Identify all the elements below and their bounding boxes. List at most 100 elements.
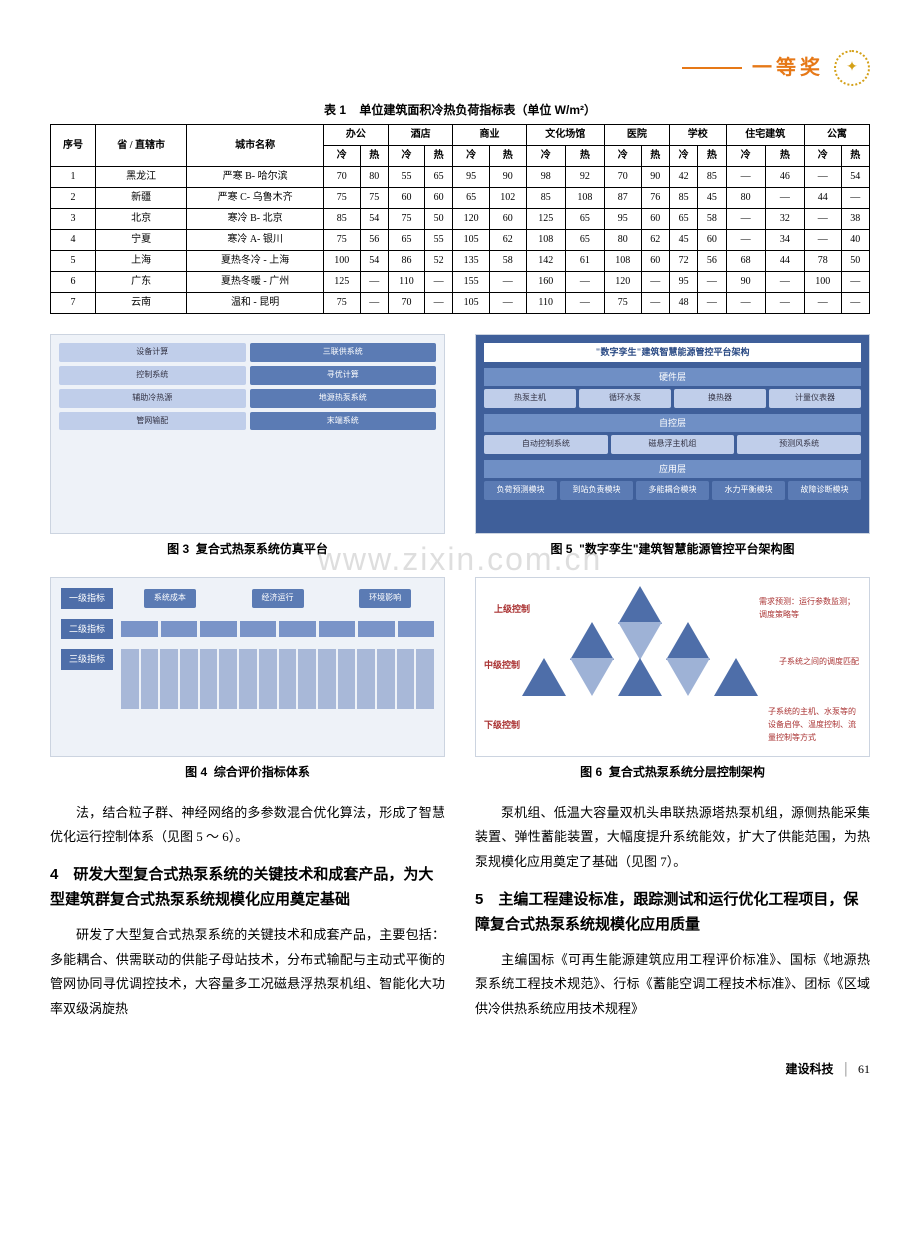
fig-label: 图 3	[167, 542, 189, 556]
f4-top: 经济运行	[252, 589, 304, 608]
f3-block: 寻优计算	[250, 366, 437, 385]
table-caption: 表 1 单位建筑面积冷热负荷指标表（单位 W/m²）	[50, 101, 870, 120]
table-row: 7云南温和 - 昆明75—70—105—110—75—48—————	[51, 293, 870, 314]
f5-item: 热泵主机	[484, 389, 576, 408]
th-residential: 住宅建筑	[726, 125, 804, 146]
left-column: 法，结合粒子群、神经网络的多参数混合优化算法，形成了智慧优化运行控制体系（见图 …	[50, 801, 445, 1030]
th-cold: 冷	[453, 146, 490, 167]
medal-icon: ✦	[834, 50, 870, 86]
footer-page-number: 61	[858, 1060, 870, 1079]
right-column: 泵机组、低温大容量双机头串联热源塔热泵机组，源侧热能采集装置、弹性蓄能装置，大幅…	[475, 801, 870, 1030]
f3-block: 末端系统	[250, 412, 437, 431]
footer-journal: 建设科技	[785, 1060, 833, 1079]
f3-block: 三联供系统	[250, 343, 437, 362]
fig-label: 图 6	[580, 765, 602, 779]
f5-item: 换热器	[674, 389, 766, 408]
figure-4-image: 一级指标 系统成本 经济运行 环境影响 二级指标 三级指标	[50, 577, 445, 757]
f5-layer: 应用层	[484, 460, 861, 478]
table-row: 1黑龙江严寒 B- 哈尔滨708055659590989270904285—46…	[51, 167, 870, 188]
f5-item: 故障诊断模块	[788, 481, 861, 500]
th-city: 城市名称	[187, 125, 324, 167]
f6-note: 子系统的主机、水泵等的设备启停、温度控制、流量控制等方式	[768, 706, 863, 744]
page-footer: 建设科技 │ 61	[50, 1060, 870, 1079]
figure-3-image: 设备计算 三联供系统 控制系统 寻优计算 辅助冷热源 地源热泵系统 管网输配 末…	[50, 334, 445, 534]
f5-item: 循环水泵	[579, 389, 671, 408]
figure-5: "数字孪生"建筑智慧能源管控平台架构 硬件层 热泵主机 循环水泵 换热器 计量仪…	[475, 334, 870, 559]
figure-3: 设备计算 三联供系统 控制系统 寻优计算 辅助冷热源 地源热泵系统 管网输配 末…	[50, 334, 445, 559]
th-culture: 文化场馆	[526, 125, 604, 146]
th-prov: 省 / 直辖市	[95, 125, 186, 167]
load-index-table: 序号 省 / 直辖市 城市名称 办公 酒店 商业 文化场馆 医院 学校 住宅建筑…	[50, 124, 870, 314]
figure-6: 上级控制 中级控制 下级控制 需求预测：运行参数监测；调度策略等 子系统之间的调…	[475, 577, 870, 782]
f5-item: 自动控制系统	[484, 435, 608, 454]
th-school: 学校	[669, 125, 726, 146]
fig-text: 综合评价指标体系	[214, 765, 310, 779]
th-cold: 冷	[526, 146, 565, 167]
fig-text: "数字孪生"建筑智慧能源管控平台架构图	[579, 542, 794, 556]
f5-title: "数字孪生"建筑智慧能源管控平台架构	[484, 343, 861, 361]
th-hotel: 酒店	[388, 125, 452, 146]
th-cold: 冷	[669, 146, 697, 167]
th-hot: 热	[424, 146, 452, 167]
th-seq: 序号	[51, 125, 96, 167]
th-cold: 冷	[804, 146, 841, 167]
figure-6-caption: 图 6 复合式热泵系统分层控制架构	[475, 763, 870, 782]
th-hospital: 医院	[604, 125, 669, 146]
f6-level: 上级控制	[494, 602, 530, 616]
th-cold: 冷	[388, 146, 424, 167]
footer-separator: │	[841, 1060, 850, 1079]
f5-layer: 自控层	[484, 414, 861, 432]
figure-3-caption: 图 3 复合式热泵系统仿真平台	[50, 540, 445, 559]
figure-5-image: "数字孪生"建筑智慧能源管控平台架构 硬件层 热泵主机 循环水泵 换热器 计量仪…	[475, 334, 870, 534]
f6-note: 需求预测：运行参数监测；调度策略等	[759, 596, 859, 622]
f4-level: 二级指标	[61, 619, 113, 639]
f5-item: 负荷预测模块	[484, 481, 557, 500]
figure-5-caption: 图 5 "数字孪生"建筑智慧能源管控平台架构图	[475, 540, 870, 559]
body-columns: 法，结合粒子群、神经网络的多参数混合优化算法，形成了智慧优化运行控制体系（见图 …	[50, 801, 870, 1030]
f3-block: 辅助冷热源	[59, 389, 246, 408]
f3-block: 地源热泵系统	[250, 389, 437, 408]
table-row: 6广东夏热冬暖 - 广州125—110—155—160—120—95—90—10…	[51, 272, 870, 293]
f3-block: 控制系统	[59, 366, 246, 385]
f5-item: 计量仪表器	[769, 389, 861, 408]
award-label: 一等奖	[752, 52, 824, 84]
section-heading-5: 5 主编工程建设标准，跟踪测试和运行优化工程项目，保障复合式热泵系统规模化应用质…	[475, 887, 870, 938]
table-row: 4宁夏寒冷 A- 银川75566555105621086580624560—34…	[51, 230, 870, 251]
table-caption-prefix: 表 1	[324, 103, 346, 117]
table-row: 3北京寒冷 B- 北京85547550120601256595606558—32…	[51, 209, 870, 230]
f6-level: 下级控制	[484, 718, 520, 732]
section-heading-4: 4 研发大型复合式热泵系统的关键技术和成套产品，为大型建筑群复合式热泵系统规模化…	[50, 862, 445, 913]
f5-item: 多能耦合模块	[636, 481, 709, 500]
th-cold: 冷	[323, 146, 360, 167]
f4-level: 一级指标	[61, 588, 113, 608]
fig-label: 图 4	[185, 765, 207, 779]
th-office: 办公	[323, 125, 388, 146]
f5-item: 水力平衡模块	[712, 481, 785, 500]
f5-item: 预测风系统	[737, 435, 861, 454]
th-apartment: 公寓	[804, 125, 869, 146]
th-hot: 热	[360, 146, 388, 167]
table-row: 2新疆严寒 C- 乌鲁木齐757560606510285108877685458…	[51, 188, 870, 209]
award-header: 一等奖 ✦	[50, 50, 870, 86]
paragraph: 研发了大型复合式热泵系统的关键技术和成套产品，主要包括：多能耦合、供需联动的供能…	[50, 923, 445, 1022]
f4-top: 系统成本	[144, 589, 196, 608]
f6-note: 子系统之间的调度匹配	[779, 656, 859, 669]
f5-item: 磁悬浮主机组	[611, 435, 735, 454]
th-hot: 热	[765, 146, 804, 167]
fig-text: 复合式热泵系统分层控制架构	[609, 765, 765, 779]
th-commercial: 商业	[453, 125, 526, 146]
th-cold: 冷	[604, 146, 641, 167]
figures-row-1: 设备计算 三联供系统 控制系统 寻优计算 辅助冷热源 地源热泵系统 管网输配 末…	[50, 334, 870, 559]
th-hot: 热	[641, 146, 669, 167]
paragraph: 主编国标《可再生能源建筑应用工程评价标准》、国标《地源热泵系统工程技术规范》、行…	[475, 948, 870, 1022]
fig-label: 图 5	[550, 542, 572, 556]
f6-level: 中级控制	[484, 658, 520, 672]
th-hot: 热	[489, 146, 526, 167]
table-row: 5上海夏热冬冷 - 上海1005486521355814261108607256…	[51, 251, 870, 272]
fig-text: 复合式热泵系统仿真平台	[196, 542, 328, 556]
th-cold: 冷	[726, 146, 765, 167]
figure-4-caption: 图 4 综合评价指标体系	[50, 763, 445, 782]
figure-6-image: 上级控制 中级控制 下级控制 需求预测：运行参数监测；调度策略等 子系统之间的调…	[475, 577, 870, 757]
f4-top: 环境影响	[359, 589, 411, 608]
th-hot: 热	[698, 146, 726, 167]
